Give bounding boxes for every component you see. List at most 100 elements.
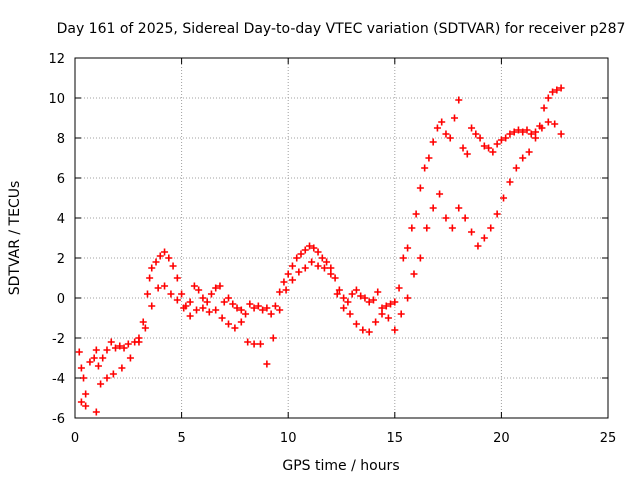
y-tick-label: 2 <box>57 252 65 267</box>
data-point <box>468 228 476 236</box>
data-point <box>293 254 301 262</box>
x-tick-label: 5 <box>177 431 185 446</box>
data-point <box>395 284 403 292</box>
data-point <box>107 338 115 346</box>
data-point <box>448 224 456 232</box>
y-axis-label: SDTVAR / TECUs <box>7 181 23 296</box>
data-point <box>365 328 373 336</box>
data-point <box>116 342 124 350</box>
data-point <box>404 294 412 302</box>
data-point <box>433 124 441 132</box>
data-point <box>143 290 151 298</box>
data-point <box>282 286 290 294</box>
data-point <box>493 140 501 148</box>
data-point <box>269 334 277 342</box>
x-tick-label: 15 <box>387 431 404 446</box>
data-point <box>519 154 527 162</box>
data-point <box>156 252 164 260</box>
data-point <box>97 380 105 388</box>
data-point <box>212 284 220 292</box>
data-point <box>126 354 134 362</box>
data-point <box>301 246 309 254</box>
data-point <box>173 274 181 282</box>
x-tick-label: 25 <box>600 431 617 446</box>
data-point <box>92 346 100 354</box>
data-point <box>410 270 418 278</box>
data-point <box>399 254 407 262</box>
data-point <box>103 346 111 354</box>
data-point <box>502 134 510 142</box>
data-point <box>259 306 267 314</box>
y-tick-label: 4 <box>57 212 65 227</box>
data-point <box>489 148 497 156</box>
data-point <box>461 214 469 222</box>
data-point <box>397 310 405 318</box>
data-point <box>538 124 546 132</box>
data-point <box>161 282 169 290</box>
data-point <box>335 286 343 294</box>
data-point <box>523 126 531 134</box>
data-point <box>359 326 367 334</box>
data-point <box>205 308 213 316</box>
data-point <box>412 210 420 218</box>
y-tick-label: 6 <box>57 172 65 187</box>
data-point <box>551 120 559 128</box>
data-point <box>344 298 352 306</box>
data-point <box>497 136 505 144</box>
data-point <box>288 276 296 284</box>
data-point <box>193 306 201 314</box>
data-point <box>314 262 322 270</box>
data-point <box>487 224 495 232</box>
data-point <box>327 270 335 278</box>
data-point <box>199 294 207 302</box>
data-point <box>525 148 533 156</box>
y-tick-label: 0 <box>57 292 65 307</box>
data-point <box>557 84 565 92</box>
data-point <box>506 130 514 138</box>
data-point <box>250 304 258 312</box>
data-point <box>218 314 226 322</box>
data-point <box>220 298 228 306</box>
data-point <box>346 310 354 318</box>
data-point <box>112 344 120 352</box>
data-point <box>519 128 527 136</box>
data-point <box>118 364 126 372</box>
data-point <box>474 242 482 250</box>
data-point <box>250 340 258 348</box>
x-tick-label: 0 <box>71 431 79 446</box>
data-point <box>557 130 565 138</box>
data-point <box>203 298 211 306</box>
data-point <box>318 254 326 262</box>
data-point <box>352 320 360 328</box>
data-point <box>207 290 215 298</box>
data-point <box>109 370 117 378</box>
data-point <box>544 94 552 102</box>
data-point <box>186 298 194 306</box>
data-point <box>459 144 467 152</box>
data-point <box>178 290 186 298</box>
data-point <box>506 178 514 186</box>
data-point <box>500 194 508 202</box>
data-point <box>310 244 318 252</box>
data-point <box>82 390 90 398</box>
data-point <box>120 344 128 352</box>
data-point <box>246 300 254 308</box>
y-tick-label: -2 <box>52 332 65 347</box>
data-point <box>124 340 132 348</box>
data-point <box>323 258 331 266</box>
data-point <box>442 130 450 138</box>
data-point <box>512 164 520 172</box>
data-point <box>416 184 424 192</box>
data-point <box>532 128 540 136</box>
data-point <box>348 290 356 298</box>
data-point <box>306 242 314 250</box>
data-point <box>225 320 233 328</box>
data-point <box>195 286 203 294</box>
data-point <box>82 402 90 410</box>
data-point <box>446 134 454 142</box>
data-point <box>421 164 429 172</box>
data-point <box>361 294 369 302</box>
data-point <box>553 86 561 94</box>
data-point <box>372 318 380 326</box>
